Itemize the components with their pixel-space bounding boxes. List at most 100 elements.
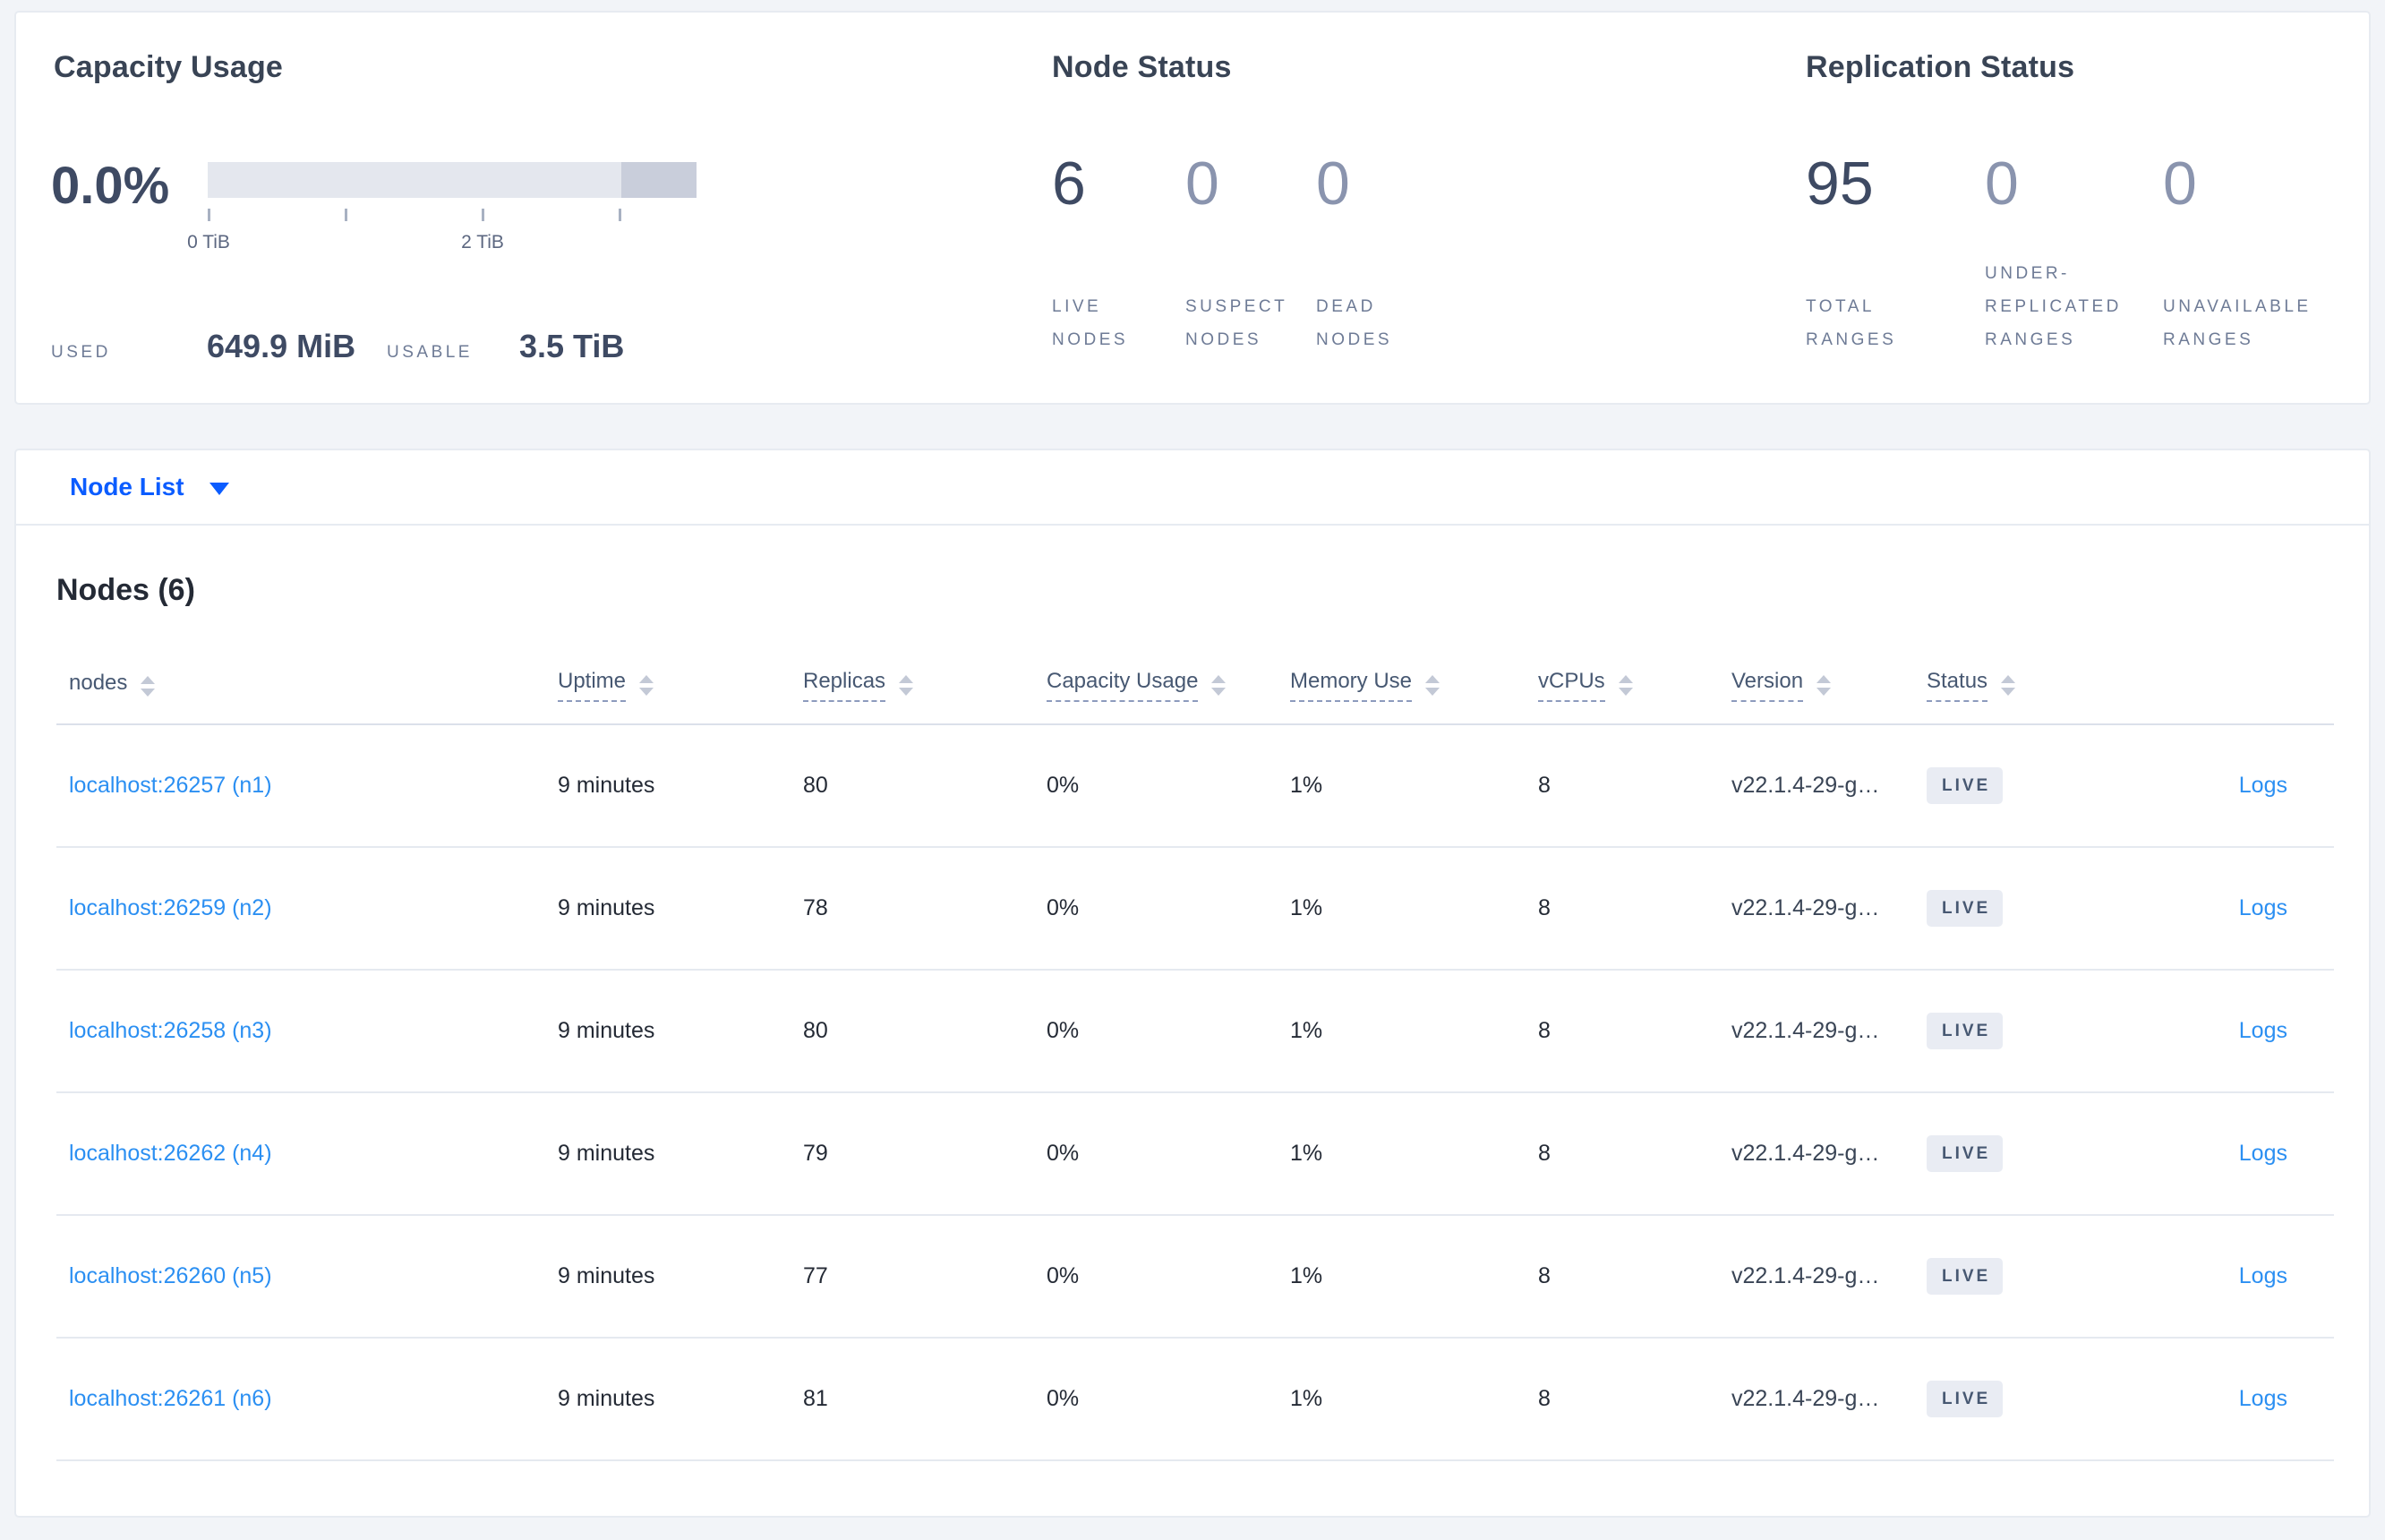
column-label-vcpus: vCPUs — [1538, 669, 1605, 702]
chevron-down-icon — [209, 483, 229, 495]
version-cell: v22.1.4-29-g… — [1719, 847, 1914, 971]
nodes-table-card: Nodes (6) nodes Uptime — [14, 524, 2371, 1518]
capacity-usage-bar — [208, 162, 697, 198]
vcpus-cell: 8 — [1526, 724, 1719, 848]
capacity-cell: 0% — [1034, 847, 1278, 971]
suspect-nodes-label: SUSPECT NODES — [1185, 297, 1287, 349]
version-cell: v22.1.4-29-g… — [1719, 1338, 1914, 1461]
axis-tick — [619, 209, 621, 221]
total-ranges-value: 95 — [1806, 150, 1874, 218]
node-link[interactable]: localhost:26259 (n2) — [69, 895, 272, 920]
column-label-replicas: Replicas — [803, 669, 886, 702]
logs-link[interactable]: Logs — [2238, 1386, 2287, 1411]
status-badge: LIVE — [1927, 890, 2004, 927]
dead-nodes-value: 0 — [1316, 150, 1350, 218]
nodes-table: nodes Uptime Replicas — [56, 608, 2334, 1461]
status-badge: LIVE — [1927, 1013, 2004, 1049]
capacity-cell: 0% — [1034, 724, 1278, 848]
replicas-cell: 81 — [791, 1338, 1034, 1461]
replicas-cell: 80 — [791, 970, 1034, 1093]
logs-link[interactable]: Logs — [2238, 895, 2287, 920]
uptime-cell: 9 minutes — [545, 724, 791, 848]
axis-tick-label: 0 TiB — [187, 232, 230, 252]
capacity-bar-dark-segment — [621, 162, 697, 198]
dead-nodes-label: DEAD NODES — [1316, 297, 1393, 349]
axis-tick-label: 2 TiB — [461, 232, 504, 252]
column-label-status: Status — [1927, 669, 1988, 702]
usable-label: USABLE — [387, 343, 473, 362]
logs-link[interactable]: Logs — [2238, 1141, 2287, 1166]
column-header-nodes[interactable]: nodes — [56, 608, 545, 725]
memory-cell: 1% — [1278, 1215, 1526, 1339]
used-label: USED — [51, 343, 111, 362]
uptime-cell: 9 minutes — [545, 970, 791, 1093]
node-link[interactable]: localhost:26261 (n6) — [69, 1386, 272, 1411]
vcpus-cell: 8 — [1526, 847, 1719, 971]
node-link[interactable]: localhost:26262 (n4) — [69, 1141, 272, 1166]
column-label-nodes: nodes — [69, 671, 128, 695]
axis-tick — [482, 209, 484, 221]
memory-cell: 1% — [1278, 724, 1526, 848]
column-header-vcpus[interactable]: vCPUs — [1526, 608, 1719, 725]
sort-icon[interactable] — [1211, 675, 1227, 696]
uptime-cell: 9 minutes — [545, 1092, 791, 1216]
column-header-status[interactable]: Status — [1914, 608, 2120, 725]
column-header-memory-use[interactable]: Memory Use — [1278, 608, 1526, 725]
sort-icon[interactable] — [2001, 675, 2016, 696]
unavailable-ranges-value: 0 — [2163, 150, 2197, 218]
replicas-cell: 80 — [791, 724, 1034, 848]
node-link[interactable]: localhost:26260 (n5) — [69, 1263, 272, 1288]
axis-tick — [208, 209, 210, 221]
status-badge: LIVE — [1927, 1135, 2004, 1172]
uptime-cell: 9 minutes — [545, 1338, 791, 1461]
sort-icon[interactable] — [899, 675, 914, 696]
total-ranges-metric: 95 TOTAL RANGES — [1806, 150, 1985, 356]
usable-value: 3.5 TiB — [519, 328, 625, 364]
logs-link[interactable]: Logs — [2238, 1263, 2287, 1288]
status-badge: LIVE — [1927, 1258, 2004, 1295]
sort-icon[interactable] — [1425, 675, 1440, 696]
table-row: localhost:26262 (n4) 9 minutes 79 0% 1% … — [56, 1092, 2334, 1216]
version-cell: v22.1.4-29-g… — [1719, 970, 1914, 1093]
used-value: 649.9 MiB — [207, 328, 356, 364]
view-selector-bar: Node List — [14, 449, 2371, 524]
unavailable-ranges-metric: 0 UNAVAILABLE RANGES — [2163, 150, 2373, 356]
live-nodes-metric: 6 LIVE NODES — [1052, 151, 1185, 356]
sort-icon[interactable] — [1618, 675, 1633, 696]
sort-icon[interactable] — [639, 675, 654, 696]
uptime-cell: 9 minutes — [545, 1215, 791, 1339]
column-header-uptime[interactable]: Uptime — [545, 608, 791, 725]
vcpus-cell: 8 — [1526, 1338, 1719, 1461]
status-badge: LIVE — [1927, 767, 2004, 804]
memory-cell: 1% — [1278, 1092, 1526, 1216]
memory-cell: 1% — [1278, 1338, 1526, 1461]
node-link[interactable]: localhost:26258 (n3) — [69, 1018, 272, 1043]
capacity-bar-axis: 0 TiB 2 TiB — [187, 209, 697, 262]
total-ranges-label: TOTAL RANGES — [1806, 297, 1897, 349]
logs-link[interactable]: Logs — [2238, 1018, 2287, 1043]
node-status-title: Node Status — [1052, 50, 1232, 84]
suspect-nodes-value: 0 — [1185, 150, 1219, 218]
column-header-capacity-usage[interactable]: Capacity Usage — [1034, 608, 1278, 725]
live-nodes-label: LIVE NODES — [1052, 297, 1129, 349]
column-header-replicas[interactable]: Replicas — [791, 608, 1034, 725]
column-label-uptime: Uptime — [558, 669, 627, 702]
node-list-dropdown-label: Node List — [70, 473, 184, 500]
node-link[interactable]: localhost:26257 (n1) — [69, 773, 272, 798]
replicas-cell: 79 — [791, 1092, 1034, 1216]
dead-nodes-metric: 0 DEAD NODES — [1316, 150, 1468, 356]
table-row: localhost:26257 (n1) 9 minutes 80 0% 1% … — [56, 724, 2334, 848]
table-row: localhost:26261 (n6) 9 minutes 81 0% 1% … — [56, 1338, 2334, 1461]
node-list-dropdown[interactable]: Node List — [70, 473, 229, 501]
memory-cell: 1% — [1278, 847, 1526, 971]
version-cell: v22.1.4-29-g… — [1719, 724, 1914, 848]
capacity-cell: 0% — [1034, 1215, 1278, 1339]
capacity-cell: 0% — [1034, 1092, 1278, 1216]
column-header-version[interactable]: Version — [1719, 608, 1914, 725]
logs-link[interactable]: Logs — [2238, 773, 2287, 798]
suspect-nodes-metric: 0 SUSPECT NODES — [1185, 150, 1316, 356]
sort-icon[interactable] — [141, 676, 156, 697]
sort-icon[interactable] — [1817, 675, 1832, 696]
version-cell: v22.1.4-29-g… — [1719, 1215, 1914, 1339]
axis-tick — [345, 209, 347, 221]
